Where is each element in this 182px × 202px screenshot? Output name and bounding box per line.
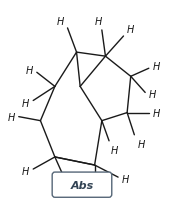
Text: H: H bbox=[94, 17, 102, 27]
Text: H: H bbox=[8, 112, 15, 122]
Text: H: H bbox=[152, 62, 160, 72]
FancyBboxPatch shape bbox=[52, 172, 112, 197]
Text: H: H bbox=[57, 17, 64, 27]
Text: H: H bbox=[127, 25, 134, 35]
Text: H: H bbox=[22, 166, 30, 176]
Text: H: H bbox=[138, 139, 145, 149]
Text: H: H bbox=[111, 145, 118, 155]
Text: H: H bbox=[26, 66, 33, 76]
Text: H: H bbox=[149, 90, 156, 100]
Text: H: H bbox=[22, 98, 30, 108]
Text: H: H bbox=[152, 108, 160, 118]
Text: Abs: Abs bbox=[70, 180, 94, 190]
Text: H: H bbox=[122, 174, 129, 184]
